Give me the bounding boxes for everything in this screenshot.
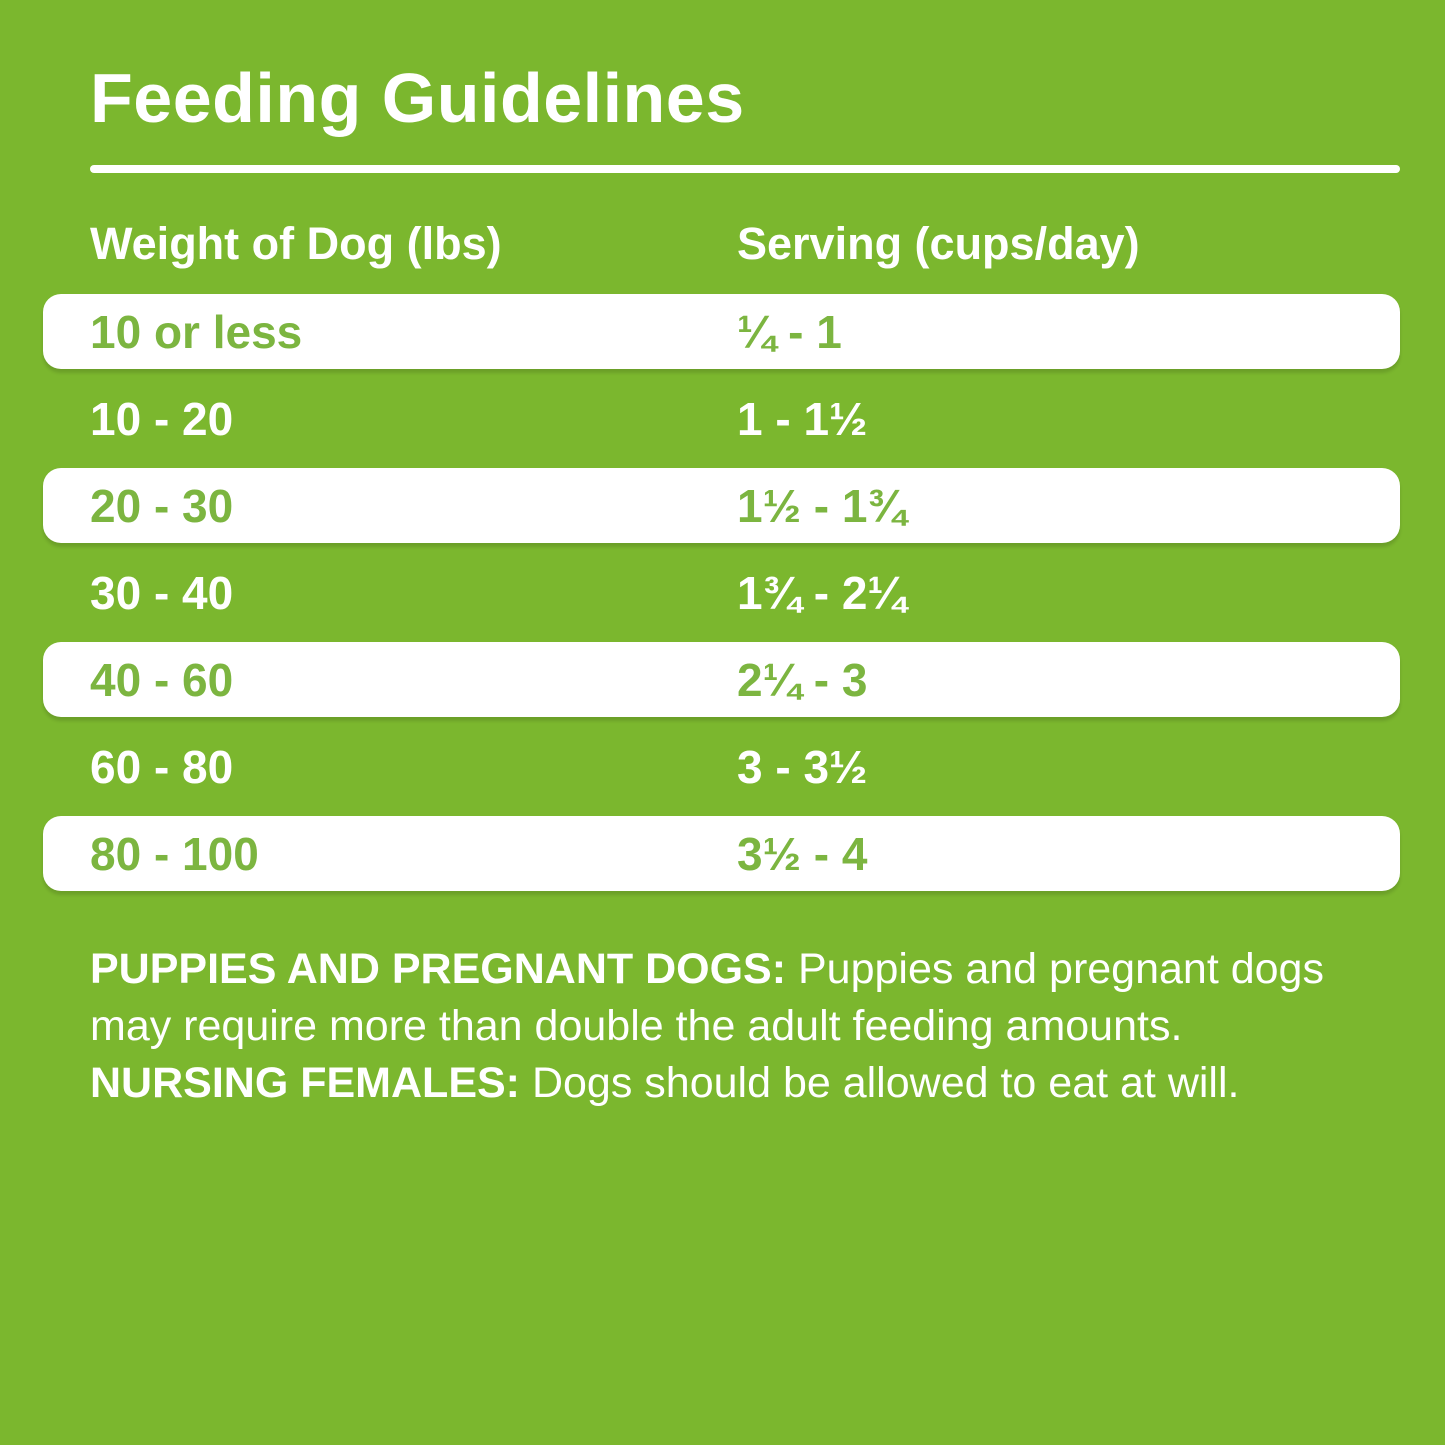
table-row: 30 - 40 1¾ - 2¼ <box>90 549 1400 636</box>
page-title: Feeding Guidelines <box>90 59 745 137</box>
notes-text-2: Dogs should be allowed to eat at will. <box>531 1059 1240 1107</box>
weight-cell: 10 or less <box>90 305 303 358</box>
notes-bold-puppies: PUPPIES AND PREGNANT DOGS: <box>90 945 798 993</box>
table-row: 20 - 30 1½ - 1¾ <box>43 468 1400 543</box>
serving-cell: 2¼ - 3 <box>737 653 868 706</box>
notes-bold-nursing: NURSING FEMALES: <box>90 1059 532 1107</box>
feeding-table: 10 or less ¼ - 1 10 - 20 1 - 1½ 20 - 30 … <box>43 294 1400 891</box>
weight-cell: 30 - 40 <box>90 566 234 619</box>
serving-cell: ¼ - 1 <box>737 305 842 358</box>
table-row: 40 - 60 2¼ - 3 <box>43 642 1400 717</box>
weight-cell: 60 - 80 <box>90 740 234 793</box>
table-row: 10 or less ¼ - 1 <box>43 294 1400 369</box>
notes-text-1: Puppies and pregnant dogs may require mo… <box>90 945 1324 1050</box>
serving-cell: 1¾ - 2¼ <box>737 566 906 619</box>
weight-cell: 10 - 20 <box>90 392 234 445</box>
table-header-row: Weight of Dog (lbs) Serving (cups/day) <box>90 217 1400 269</box>
serving-cell: 3 - 3½ <box>737 740 868 793</box>
title-divider <box>90 164 1400 173</box>
serving-cell: 3½ - 4 <box>737 827 868 880</box>
weight-cell: 80 - 100 <box>90 827 259 880</box>
serving-cell: 1½ - 1¾ <box>737 479 906 532</box>
table-row: 80 - 100 3½ - 4 <box>43 816 1400 891</box>
table-row: 10 - 20 1 - 1½ <box>90 375 1400 462</box>
column-header-weight: Weight of Dog (lbs) <box>90 217 502 269</box>
weight-cell: 20 - 30 <box>90 479 234 532</box>
serving-cell: 1 - 1½ <box>737 392 868 445</box>
weight-cell: 40 - 60 <box>90 653 234 706</box>
feeding-notes: PUPPIES AND PREGNANT DOGS: Puppies and p… <box>90 941 1365 1112</box>
column-header-serving: Serving (cups/day) <box>737 217 1140 269</box>
table-row: 60 - 80 3 - 3½ <box>90 723 1400 810</box>
